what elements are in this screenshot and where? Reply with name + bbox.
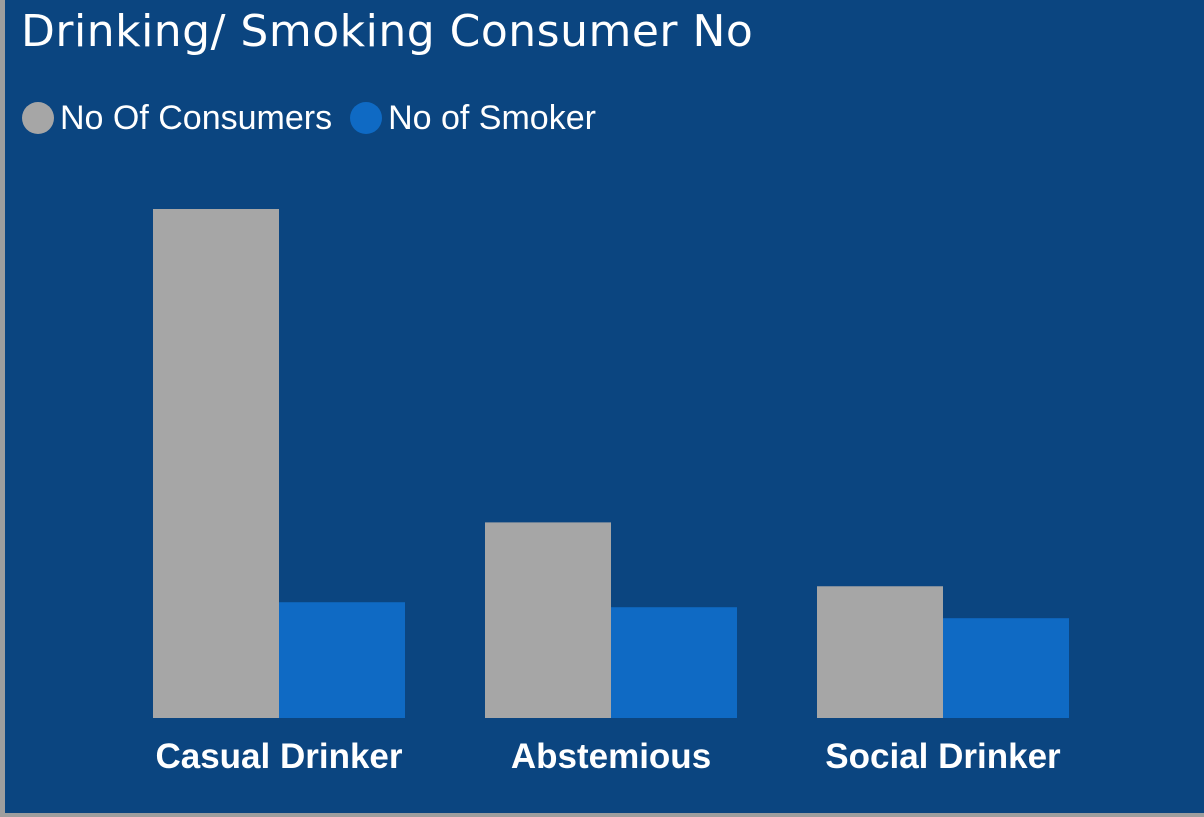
bar-smokers-social-drinker[interactable] bbox=[943, 618, 1069, 718]
bar-chart: Casual Drinker Abstemious Social Drinker bbox=[153, 209, 1069, 776]
legend-label-smokers: No of Smoker bbox=[388, 98, 596, 137]
category-label-social-drinker: Social Drinker bbox=[825, 737, 1061, 776]
bar-smokers-casual-drinker[interactable] bbox=[279, 602, 405, 718]
category-label-abstemious: Abstemious bbox=[511, 737, 711, 776]
bar-consumers-casual-drinker[interactable] bbox=[153, 209, 279, 718]
category-label-casual-drinker: Casual Drinker bbox=[155, 737, 402, 776]
chart-title: Drinking/ Smoking Consumer No bbox=[21, 6, 754, 57]
bar-consumers-social-drinker[interactable] bbox=[817, 586, 943, 718]
legend-item-smokers[interactable]: No of Smoker bbox=[350, 99, 596, 138]
category-labels-group: Casual Drinker Abstemious Social Drinker bbox=[155, 737, 1061, 776]
legend: No Of Consumers No of Smoker bbox=[22, 98, 614, 138]
legend-marker-smokers bbox=[350, 102, 383, 134]
bar-smokers-abstemious[interactable] bbox=[611, 607, 737, 718]
legend-item-consumers[interactable]: No Of Consumers bbox=[22, 99, 332, 138]
chart-panel: Drinking/ Smoking Consumer No No Of Cons… bbox=[5, 0, 1204, 813]
legend-label-consumers: No Of Consumers bbox=[60, 98, 333, 137]
bar-consumers-abstemious[interactable] bbox=[485, 522, 611, 718]
bars-group bbox=[153, 209, 1069, 718]
legend-marker-consumers bbox=[22, 102, 54, 134]
